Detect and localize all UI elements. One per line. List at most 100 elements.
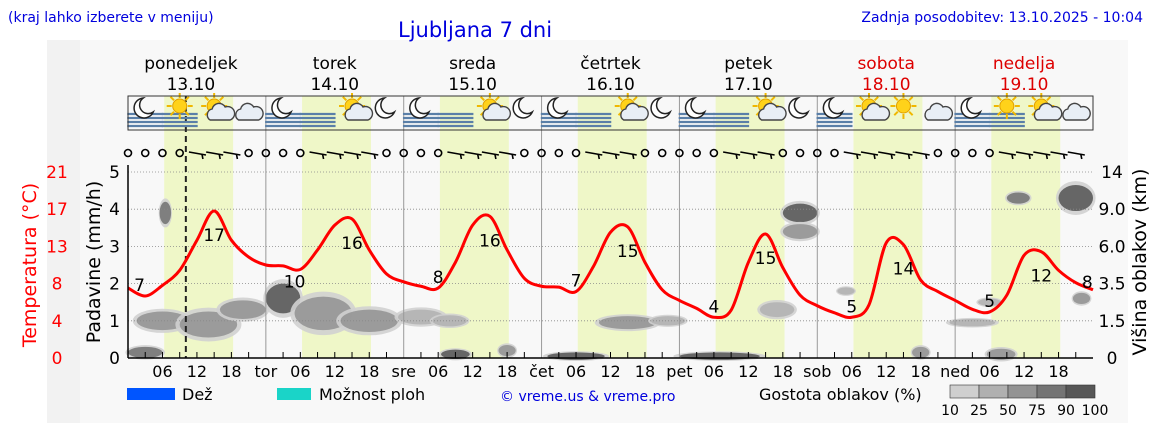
day-date: 19.10	[1000, 75, 1049, 95]
moon-shape	[374, 97, 397, 119]
hour-tick-label: 12	[1014, 362, 1034, 381]
barb-feather	[459, 153, 463, 160]
location-hint[interactable]: (kraj lahko izberete v meniju)	[8, 10, 214, 26]
sun-ray	[859, 96, 865, 102]
precip-tick: 5	[109, 163, 120, 183]
cloud-patch	[1072, 292, 1091, 305]
credit-link[interactable]: © vreme.us & vreme.pro	[500, 389, 675, 405]
moon-shape	[133, 97, 156, 119]
cloud-shape	[482, 102, 512, 121]
last-update: Zadnja posodobitev: 13.10.2025 - 10:04	[861, 10, 1143, 26]
temperature-extreme-label: 16	[479, 231, 501, 251]
cloud-shape	[235, 102, 264, 121]
barb-feather	[1011, 153, 1014, 160]
moon-shape	[684, 97, 707, 119]
wind-barb-icon	[188, 151, 207, 160]
daylight-bands	[164, 96, 1061, 358]
fog-icon	[437, 112, 474, 128]
moon-icon	[788, 97, 810, 119]
sun-ray	[1011, 110, 1017, 116]
sun-disc	[999, 98, 1015, 114]
hour-tick-label: 06	[290, 362, 310, 381]
moon-fog-icon	[816, 97, 853, 128]
calm-wind-icon	[812, 148, 822, 158]
barb-feather	[494, 153, 497, 160]
wind-barb-icon	[481, 151, 500, 160]
barb-shaft	[619, 151, 637, 156]
cloud-shape	[1033, 102, 1063, 121]
barb-shaft	[895, 151, 913, 156]
temp-tick: 4	[52, 312, 63, 332]
cloud-patch	[265, 283, 301, 314]
cloud-density-swatch	[1007, 384, 1038, 399]
hour-tick-label: 18	[773, 362, 793, 381]
moon-shape	[822, 97, 845, 119]
cloud-height-tick: 14	[1101, 163, 1123, 183]
temperature-extreme-label: 4	[708, 297, 719, 317]
barb-shaft	[498, 151, 517, 156]
temp-tick: 21	[46, 163, 68, 183]
rain-legend-label: Dež	[182, 385, 213, 404]
calm-wind-icon	[968, 148, 977, 158]
wind-row	[123, 148, 1085, 160]
cloud-shape	[861, 102, 891, 121]
wind-barb-icon	[326, 151, 344, 160]
cloud-density-swatch	[1065, 384, 1096, 399]
barb-shaft	[878, 151, 896, 156]
sun-ray	[770, 96, 776, 102]
sun-ray	[169, 96, 175, 102]
sun-ray	[169, 110, 175, 116]
moon-shape	[409, 97, 431, 119]
cloud-height-tick: 6.0	[1098, 237, 1125, 257]
calm-wind-icon	[950, 148, 960, 158]
moon-shape	[512, 97, 535, 119]
moon-icon	[650, 97, 672, 119]
cloud-density-tick: 100	[1082, 403, 1109, 419]
hour-tick-label: 18	[635, 362, 655, 381]
moon-fog-icon	[127, 97, 164, 128]
day-name: četrtek	[580, 54, 641, 74]
temperature-extreme-label: 15	[755, 249, 777, 269]
sun-ray	[755, 96, 761, 102]
barb-feather	[201, 153, 204, 160]
barb-shaft	[1067, 151, 1085, 156]
barb-shaft	[722, 151, 741, 156]
barb-shaft	[223, 151, 241, 156]
cloud-icon	[924, 102, 954, 121]
precip-tick: 2	[109, 275, 120, 295]
hour-tick-label: 06	[428, 362, 448, 381]
day-date: 16.10	[586, 75, 635, 95]
hour-tick-label: 12	[600, 362, 620, 381]
day-date: 14.10	[310, 75, 359, 95]
calm-wind-icon	[123, 148, 133, 158]
barb-feather	[235, 153, 239, 160]
barb-shaft	[206, 151, 224, 156]
hour-tick-label: 18	[497, 362, 517, 381]
barb-feather	[769, 153, 773, 160]
moon-fog-icon	[540, 97, 577, 128]
cloud-patch	[159, 201, 172, 225]
wind-barb-icon	[206, 151, 224, 160]
cloud-patch	[949, 318, 996, 327]
hour-tick-label: 18	[221, 362, 241, 381]
hour-tick-label: 18	[359, 362, 379, 381]
calm-wind-icon	[175, 148, 184, 158]
wind-barb-icon	[878, 151, 896, 160]
day-name: petek	[724, 54, 772, 74]
cloud-patch	[978, 298, 1002, 306]
wind-barb-icon	[860, 151, 879, 160]
cloud-patch	[1006, 192, 1030, 204]
sun-cloud-icon	[476, 93, 512, 121]
cloud-layer	[125, 181, 1096, 362]
barb-shaft	[1050, 151, 1068, 156]
moon-shape	[650, 97, 672, 119]
cloud-density-swatch	[949, 384, 980, 399]
hour-tick-label: 12	[462, 362, 482, 381]
day-abbr-tick: sob	[803, 362, 831, 381]
day-name: sobota	[857, 54, 915, 74]
precip-tick: 3	[109, 237, 120, 257]
calm-wind-icon	[640, 148, 650, 158]
